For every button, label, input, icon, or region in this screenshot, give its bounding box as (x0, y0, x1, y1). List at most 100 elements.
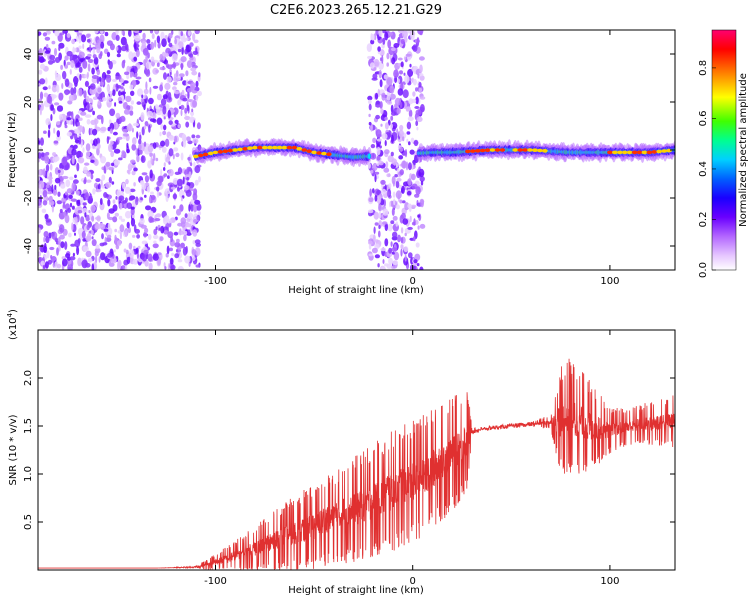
noise-blob (368, 240, 373, 245)
noise-blob (186, 177, 190, 181)
noise-blob (168, 120, 173, 125)
noise-blob (115, 46, 119, 51)
noise-blob (378, 224, 381, 230)
noise-blob (157, 42, 161, 49)
noise-blob (396, 177, 402, 182)
noise-blob (95, 255, 98, 264)
noise-blob (48, 195, 53, 203)
colorbar-frame (711, 29, 737, 271)
colorbar-tick-label: 0.8 (698, 60, 709, 76)
noise-blob (386, 77, 393, 86)
noise-blob (38, 180, 45, 190)
noise-blob (119, 202, 123, 210)
x-tick-label: 100 (600, 576, 619, 587)
noise-blob (111, 79, 117, 82)
noise-blob (59, 234, 65, 240)
noise-blob (38, 98, 43, 102)
noise-blob (148, 196, 152, 204)
noise-blob (374, 92, 379, 100)
noise-blob (128, 227, 131, 234)
noise-blob (73, 144, 78, 149)
noise-blob (171, 252, 175, 257)
y-tick-label: 1.5 (23, 418, 34, 434)
noise-blob (105, 237, 112, 243)
noise-blob (401, 185, 405, 194)
noise-blob (391, 158, 398, 165)
noise-blob (159, 84, 164, 92)
noise-blob (409, 63, 412, 68)
noise-blob (156, 186, 160, 192)
noise-blob (405, 53, 412, 57)
noise-blob (392, 260, 399, 266)
snr-frame (37, 329, 676, 571)
noise-blob (92, 110, 95, 116)
noise-blob (178, 73, 185, 78)
noise-blob (380, 247, 387, 252)
noise-blob (388, 257, 393, 265)
noise-blob (71, 222, 74, 232)
noise-blob (73, 134, 78, 140)
noise-blob (392, 231, 398, 238)
noise-blob (71, 155, 75, 165)
y-tick-label: 0 (23, 147, 34, 153)
noise-blob (402, 89, 409, 99)
noise-blob (132, 234, 136, 238)
noise-blob (67, 207, 72, 213)
noise-blob (195, 94, 199, 102)
noise-blob (140, 112, 145, 121)
noise-blob (406, 138, 409, 143)
noise-blob (73, 179, 79, 184)
noise-blob (76, 200, 81, 207)
noise-blob (109, 43, 115, 51)
noise-blob (110, 150, 115, 158)
noise-blob (113, 249, 116, 253)
noise-blob (143, 59, 147, 67)
noise-blob (159, 107, 163, 111)
noise-blob (382, 259, 385, 264)
noise-blob (152, 142, 157, 150)
noise-blob (381, 133, 388, 140)
noise-blob (186, 136, 191, 142)
carrier-peak (311, 150, 317, 155)
noise-blob (167, 175, 170, 180)
noise-blob (148, 124, 151, 133)
noise-blob (131, 143, 137, 151)
noise-blob (54, 177, 61, 184)
noise-blob (192, 32, 196, 42)
noise-blob (108, 143, 113, 153)
x-tick-label: -100 (204, 276, 227, 287)
noise-blob (98, 256, 101, 263)
noise-blob (137, 88, 143, 97)
carrier-peak (517, 148, 523, 152)
noise-blob (54, 156, 60, 162)
carrier-peak (247, 146, 253, 150)
noise-blob (47, 129, 51, 139)
noise-blob (410, 137, 415, 143)
noise-blob (397, 78, 400, 84)
noise-blob (177, 124, 181, 129)
noise-blob (44, 36, 51, 41)
noise-blob (155, 226, 158, 230)
noise-blob (154, 218, 161, 222)
noise-blob (108, 262, 115, 267)
noise-blob (136, 49, 140, 58)
noise-blob (141, 126, 145, 136)
noise-blob (111, 257, 117, 264)
noise-blob (147, 253, 153, 262)
noise-blob (38, 227, 41, 234)
noise-blob (141, 40, 146, 49)
noise-blob (151, 33, 155, 40)
noise-blob (374, 174, 377, 183)
noise-blob (367, 209, 374, 214)
noise-blob (404, 202, 410, 211)
noise-blob (386, 100, 393, 105)
noise-blob (168, 42, 173, 48)
colorbar-tick-label: 0.0 (698, 262, 709, 278)
noise-blob (395, 204, 400, 210)
noise-blob (190, 202, 194, 212)
noise-blob (89, 98, 92, 103)
noise-blob (142, 32, 146, 40)
noise-blob (413, 218, 416, 226)
noise-blob (410, 204, 417, 208)
noise-blob (85, 33, 90, 39)
